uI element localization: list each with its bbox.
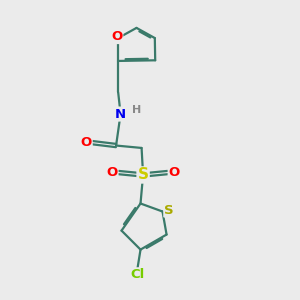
Text: S: S [138,167,148,182]
Text: O: O [80,136,92,149]
Text: S: S [164,203,174,217]
Text: O: O [111,30,122,43]
Text: N: N [115,107,126,121]
Text: O: O [169,166,180,179]
Text: O: O [106,166,118,179]
Text: H: H [133,105,142,116]
Text: Cl: Cl [130,268,145,281]
